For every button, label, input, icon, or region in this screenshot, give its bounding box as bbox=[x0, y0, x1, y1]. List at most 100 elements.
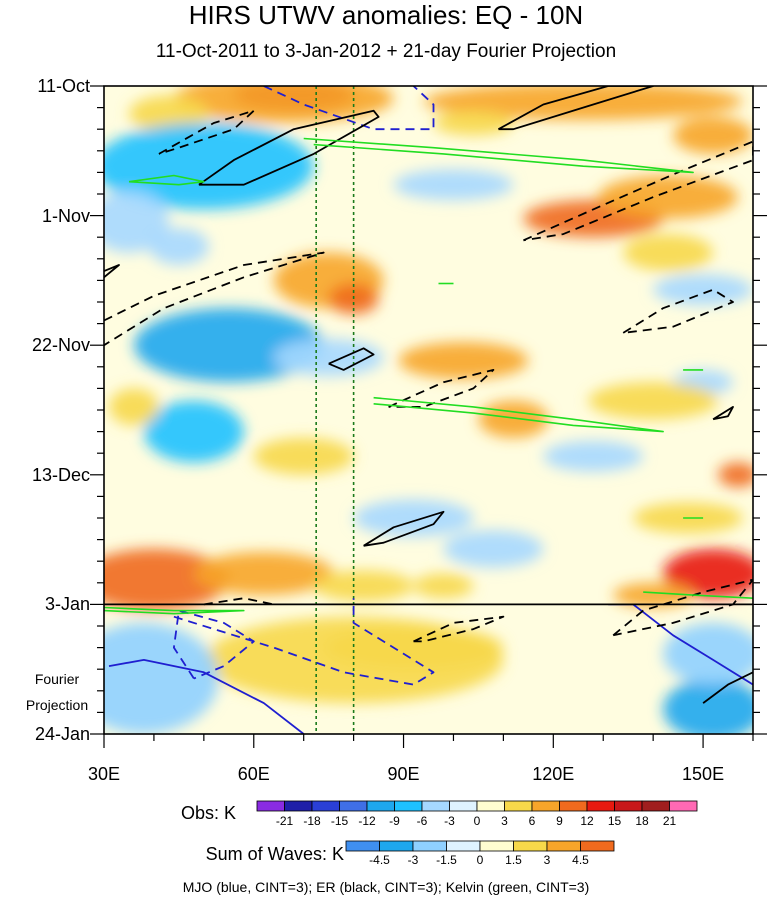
chart-title: HIRS UTWV anomalies: EQ - 10N bbox=[188, 0, 584, 30]
er-contour-19 bbox=[203, 597, 274, 606]
waves-box-5 bbox=[513, 840, 548, 852]
obs-box-0 bbox=[256, 800, 285, 812]
obs-tick-8: 3 bbox=[501, 814, 508, 828]
obs-tick-10: 9 bbox=[556, 814, 563, 828]
x-tick-label-3: 120E bbox=[532, 764, 575, 784]
obs-tick-7: 0 bbox=[473, 814, 481, 828]
kelvin-contour-23 bbox=[104, 606, 245, 615]
obs-box-8 bbox=[476, 800, 505, 812]
obs-tick-13: 18 bbox=[635, 814, 649, 828]
waves-tick-3: 0 bbox=[476, 853, 484, 867]
field-anomaly-40 bbox=[663, 622, 753, 685]
field-anomaly-19 bbox=[653, 274, 753, 306]
field-anomaly-39 bbox=[663, 678, 753, 734]
field-anomaly-1 bbox=[173, 86, 394, 124]
obs-box-1 bbox=[284, 800, 313, 812]
field-anomaly-26 bbox=[718, 462, 753, 488]
field-anomaly-15 bbox=[133, 308, 324, 383]
field-anomaly-8 bbox=[148, 227, 209, 265]
obs-box-10 bbox=[531, 800, 560, 812]
mjo-contour-0 bbox=[172, 609, 255, 680]
field-anomaly-32 bbox=[313, 570, 414, 602]
field-anomaly-38 bbox=[104, 622, 219, 734]
mjo-contour-2 bbox=[263, 86, 435, 131]
er-contour-14 bbox=[523, 140, 753, 242]
obs-tick-1: -18 bbox=[303, 814, 321, 828]
x-tick-label-4: 150E bbox=[682, 764, 725, 784]
waves-box-6 bbox=[546, 840, 581, 852]
obs-box-14 bbox=[641, 800, 670, 812]
waves-box-4 bbox=[479, 840, 514, 852]
y-tick-label-4: 3-Jan bbox=[44, 594, 90, 615]
field-anomaly-7 bbox=[104, 190, 169, 253]
waves-tick-4: 1.5 bbox=[505, 853, 522, 867]
er-contour-5 bbox=[198, 109, 380, 186]
field-anomaly-2 bbox=[128, 95, 209, 133]
y-tick-label-2: 22-Nov bbox=[31, 335, 90, 356]
er-contour-17 bbox=[612, 578, 753, 637]
waves-box-1 bbox=[379, 840, 414, 852]
field-anomaly-24 bbox=[253, 437, 354, 475]
obs-box-6 bbox=[421, 800, 450, 812]
obs-box-13 bbox=[614, 800, 643, 812]
projection-label-line1: Fourier bbox=[34, 671, 80, 687]
obs-box-4 bbox=[366, 800, 395, 812]
field-anomaly-30 bbox=[104, 548, 229, 611]
y-tick-label-3: 13-Dec bbox=[31, 464, 90, 485]
er-contour-13 bbox=[104, 251, 325, 346]
er-contour-6 bbox=[497, 86, 655, 131]
field-anomaly-21 bbox=[588, 382, 719, 420]
obs-tick-5: -6 bbox=[416, 814, 428, 828]
chart-subtitle: 11-Oct-2011 to 3-Jan-2012 + 21-day Fouri… bbox=[155, 41, 617, 62]
er-contour-10 bbox=[104, 264, 120, 278]
er-contour-7 bbox=[328, 347, 375, 371]
field-anomaly-28 bbox=[353, 499, 474, 537]
field-anomaly-37 bbox=[323, 626, 504, 670]
field-anomaly-18 bbox=[478, 400, 549, 438]
er-contour-9 bbox=[702, 671, 753, 704]
obs-box-9 bbox=[504, 800, 533, 812]
obs-box-11 bbox=[559, 800, 588, 812]
obs-box-2 bbox=[311, 800, 340, 812]
field-anomaly-6 bbox=[104, 123, 314, 210]
obs-box-12 bbox=[586, 800, 615, 812]
er-contour-12 bbox=[158, 109, 255, 155]
field-anomaly-31 bbox=[193, 551, 334, 596]
contour-legend: MJO (blue, CINT=3); ER (black, CINT=3); … bbox=[182, 879, 590, 895]
waves-tick-6: 4.5 bbox=[572, 853, 589, 867]
obs-tick-2: -15 bbox=[330, 814, 349, 828]
er-contour-18 bbox=[413, 615, 505, 643]
field-anomaly-34 bbox=[663, 548, 753, 599]
y-tick-label-0: 11-Oct bbox=[37, 76, 90, 96]
obs-colorbar-label: Obs: K bbox=[180, 803, 236, 823]
waves-box-3 bbox=[446, 840, 481, 852]
er-contour-16 bbox=[388, 368, 495, 408]
x-tick-label-0: 30E bbox=[87, 764, 121, 784]
field-blobs bbox=[104, 86, 753, 734]
obs-tick-3: -12 bbox=[358, 814, 376, 828]
er-contour-11 bbox=[712, 405, 734, 421]
waves-box-7 bbox=[580, 840, 615, 852]
waves-tick-2: -1.5 bbox=[436, 853, 457, 867]
obs-box-3 bbox=[339, 800, 368, 812]
waves-tick-5: 3 bbox=[543, 853, 551, 867]
obs-tick-14: 21 bbox=[662, 814, 677, 828]
kelvin-contour-20 bbox=[303, 137, 694, 174]
obs-box-15 bbox=[669, 800, 698, 812]
er-contour-8 bbox=[363, 510, 445, 547]
projection-label-line2: Projection bbox=[25, 697, 89, 713]
field-anomaly-22 bbox=[143, 400, 244, 463]
waves-colorbar-label: Sum of Waves: K bbox=[205, 844, 344, 864]
field-anomaly-25 bbox=[543, 440, 644, 472]
field-anomaly-5 bbox=[673, 116, 753, 154]
field-anomaly-10 bbox=[598, 175, 739, 219]
er-contour-15 bbox=[622, 288, 734, 334]
obs-tick-4: -9 bbox=[389, 814, 400, 828]
field-anomaly-17 bbox=[398, 342, 529, 380]
kelvin-contour-22 bbox=[373, 396, 664, 433]
waves-box-2 bbox=[412, 840, 447, 852]
obs-tick-0: -21 bbox=[275, 814, 294, 828]
field-anomaly-12 bbox=[393, 169, 514, 201]
waves-tick-1: -3 bbox=[407, 853, 419, 867]
